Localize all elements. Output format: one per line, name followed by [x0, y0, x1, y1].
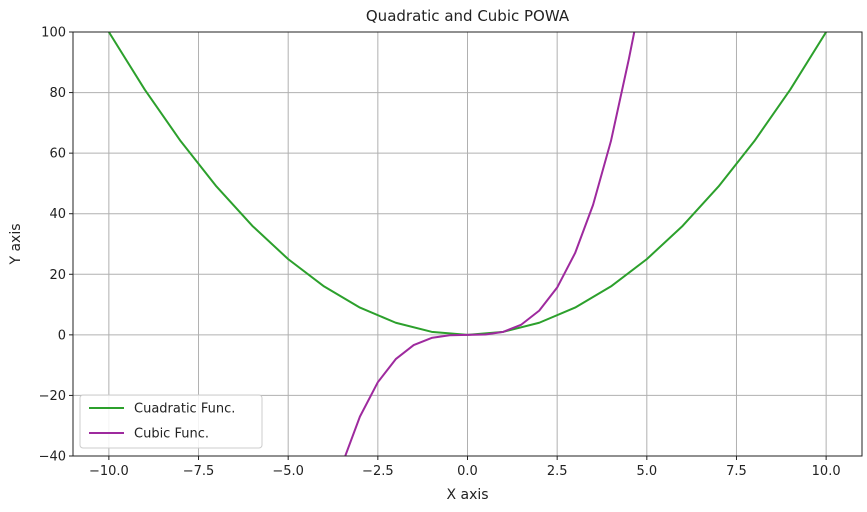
chart-title: Quadratic and Cubic POWA — [366, 7, 570, 25]
ticks: −10.0 −7.5 −5.0 −2.5 0.0 2.5 5.0 7.5 10.0 −40 −20 0… — [39, 26, 841, 480]
legend-label-cuadratic: Cuadratic Func. — [134, 402, 235, 417]
x-tick-label: 10.0 — [812, 464, 841, 479]
legend-label-cubic: Cubic Func. — [134, 427, 209, 442]
y-tick-label: 20 — [49, 268, 66, 283]
legend-box — [79, 394, 263, 449]
x-tick-label: −7.5 — [183, 464, 215, 479]
series-lines — [108, 32, 827, 456]
y-tick-label: −20 — [39, 389, 66, 404]
y-tick-label: 0 — [58, 328, 66, 343]
legend: Cuadratic Func. Cubic Func. — [79, 394, 263, 449]
x-tick-label: 2.5 — [547, 464, 568, 479]
x-axis-label: X axis — [446, 487, 488, 503]
x-tick-label: −2.5 — [362, 464, 394, 479]
grid — [73, 31, 862, 457]
y-tick-label: 60 — [49, 147, 66, 162]
y-axis-label: Y axis — [8, 223, 24, 265]
x-tick-label: −5.0 — [272, 464, 304, 479]
y-tick-label: −40 — [39, 450, 66, 465]
x-tick-label: 5.0 — [636, 464, 657, 479]
x-tick-label: −10.0 — [89, 464, 129, 479]
y-tick-label: 100 — [41, 26, 66, 41]
series-line-cubic — [344, 32, 636, 456]
y-tick-label: 80 — [49, 86, 66, 101]
x-tick-label: 7.5 — [726, 464, 747, 479]
x-tick-label: 0.0 — [457, 464, 478, 479]
y-tick-label: 40 — [49, 207, 66, 222]
